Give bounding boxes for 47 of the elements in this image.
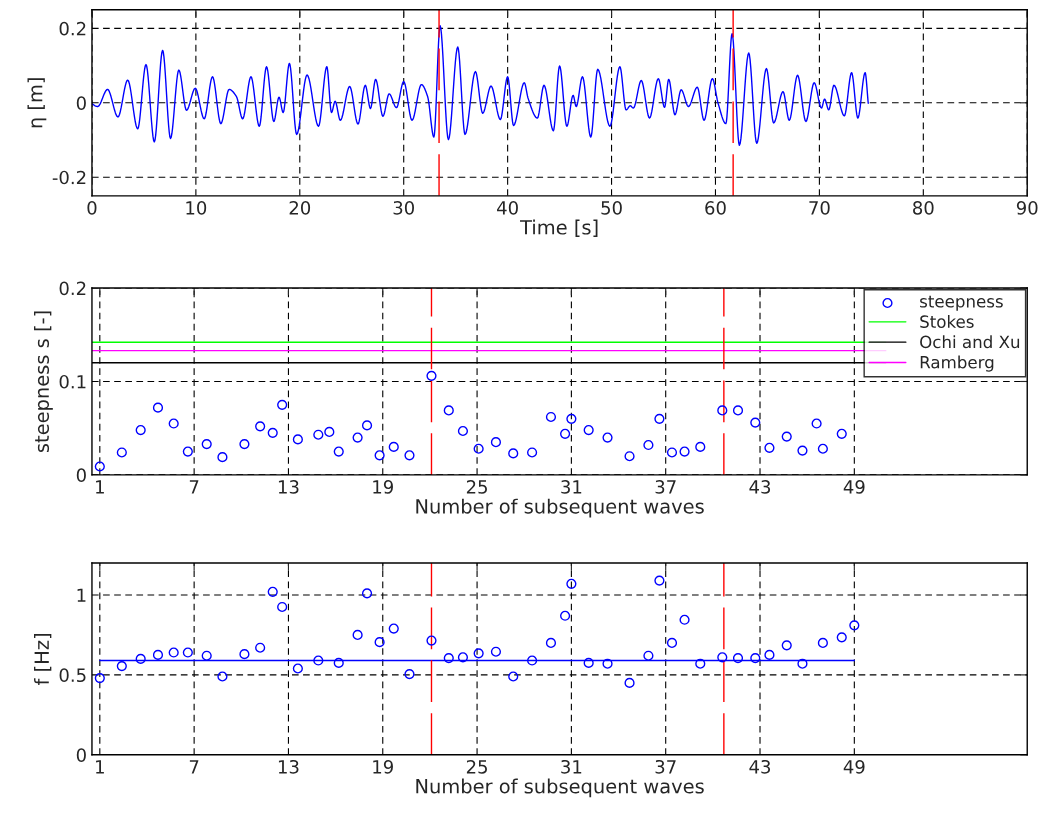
y-tick-label: 0.2 xyxy=(59,281,86,296)
y-tick-label: 0 xyxy=(76,748,86,762)
x-tick-label: 1 xyxy=(96,480,104,494)
x-tick-label: 13 xyxy=(278,480,299,494)
x-tick-label: 13 xyxy=(278,759,299,774)
legend-label: Ramberg xyxy=(920,355,994,372)
x-tick-label: 20 xyxy=(289,201,311,215)
y-tick-label: 0.1 xyxy=(59,374,86,389)
y-axis-title: f [Hz] xyxy=(34,634,52,685)
y-tick-label: 0.5 xyxy=(59,668,86,683)
x-tick-label: 19 xyxy=(373,759,393,774)
x-tick-label: 30 xyxy=(393,201,415,215)
y-tick-label: 0 xyxy=(76,468,86,483)
y-tick-label: 1 xyxy=(77,588,86,602)
x-tick-label: 43 xyxy=(749,759,771,774)
x-tick-label: 90 xyxy=(1016,201,1038,215)
x-tick-label: 10 xyxy=(186,201,207,215)
x-tick-label: 19 xyxy=(373,480,393,494)
x-tick-label: 25 xyxy=(466,759,487,774)
x-tick-label: 7 xyxy=(189,760,199,774)
x-axis-title: Time [s] xyxy=(520,219,598,237)
x-axis-title: Number of subsequent waves xyxy=(416,498,704,518)
y-tick-label: 0 xyxy=(76,96,86,110)
x-tick-label: 40 xyxy=(497,201,518,215)
x-tick-label: 80 xyxy=(913,201,934,215)
x-tick-label: 70 xyxy=(809,201,830,215)
x-axis-title: Number of subsequent waves xyxy=(416,778,704,798)
y-axis-title: η [m] xyxy=(27,78,47,128)
x-tick-label: 37 xyxy=(655,480,676,494)
legend-label: Ochi and Xu xyxy=(920,335,1020,349)
x-tick-label: 31 xyxy=(561,759,582,774)
x-tick-label: 43 xyxy=(749,480,771,494)
legend-label: steepness xyxy=(920,295,1003,311)
x-tick-label: 60 xyxy=(705,201,726,215)
x-tick-label: 1 xyxy=(96,760,104,774)
x-tick-label: 0 xyxy=(87,201,97,215)
x-tick-label: 7 xyxy=(189,480,199,494)
legend-label: Stokes xyxy=(920,315,974,328)
x-tick-label: 50 xyxy=(601,201,622,215)
x-tick-label: 25 xyxy=(466,480,487,494)
y-tick-label: 0.2 xyxy=(59,21,86,36)
x-tick-label: 37 xyxy=(655,759,676,774)
y-tick-label: -0.2 xyxy=(52,170,86,185)
x-tick-label: 31 xyxy=(561,480,582,494)
x-tick-label: 49 xyxy=(843,759,865,774)
x-tick-label: 49 xyxy=(843,480,865,494)
y-axis-title: steepness s [-] xyxy=(34,311,53,453)
